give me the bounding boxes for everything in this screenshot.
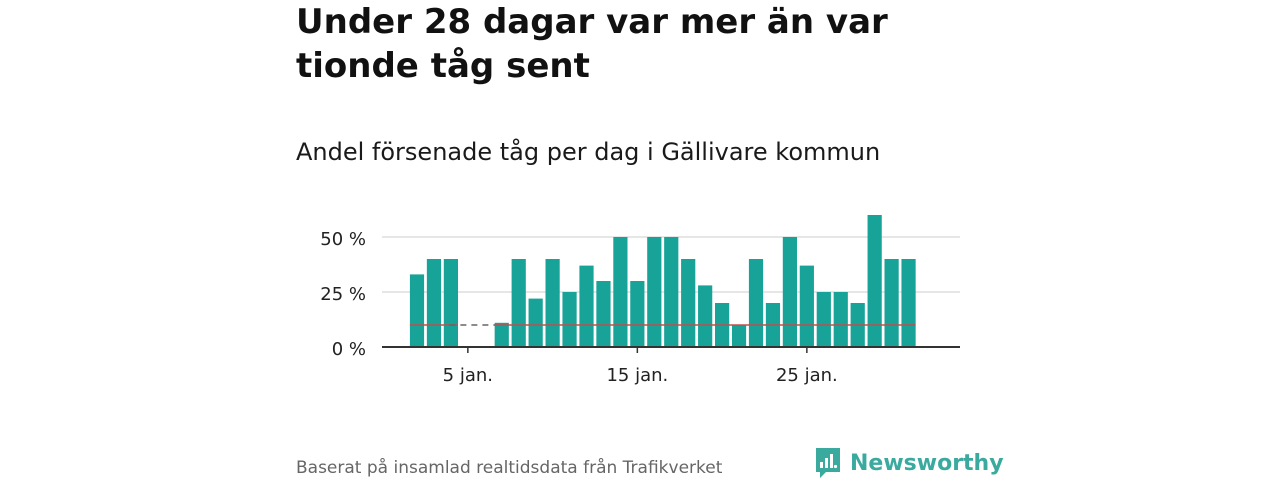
bar: [443, 259, 458, 347]
bar: [647, 237, 662, 347]
x-tick-label: 25 jan.: [776, 365, 838, 386]
newsworthy-logo-icon: [816, 448, 840, 478]
chart-subtitle: Andel försenade tåg per dag i Gällivare …: [296, 138, 881, 166]
bar: [867, 215, 882, 347]
bar: [816, 292, 831, 347]
bar: [511, 259, 526, 347]
source-note: Baserat på insamlad realtidsdata från Tr…: [296, 458, 723, 478]
bar: [494, 322, 509, 347]
brand-logo: Newsworthy: [814, 446, 1004, 480]
bar: [782, 237, 797, 347]
y-tick-label: 50 %: [320, 229, 366, 250]
bar: [748, 259, 764, 347]
bar: [409, 274, 425, 347]
y-tick-label: 0 %: [332, 339, 366, 360]
brand-name: Newsworthy: [850, 450, 1004, 476]
bar: [833, 292, 848, 347]
bar: [884, 259, 899, 347]
x-tick-label: 5 jan.: [443, 365, 493, 386]
bar: [731, 325, 747, 347]
bar: [545, 259, 560, 347]
x-tick-label: 15 jan.: [606, 365, 668, 386]
bar: [528, 298, 543, 347]
bar: [681, 259, 696, 347]
bar: [562, 292, 577, 347]
bar: [698, 285, 713, 347]
bar: [613, 237, 628, 347]
bar: [901, 259, 916, 347]
chart-title: Under 28 dagar var mer än var tionde tåg…: [296, 2, 888, 86]
bar: [579, 265, 594, 347]
bar: [426, 259, 442, 347]
bar: [664, 237, 679, 347]
bar: [630, 281, 645, 347]
bar: [596, 281, 611, 347]
y-tick-label: 25 %: [320, 284, 366, 305]
bar: [799, 265, 814, 347]
